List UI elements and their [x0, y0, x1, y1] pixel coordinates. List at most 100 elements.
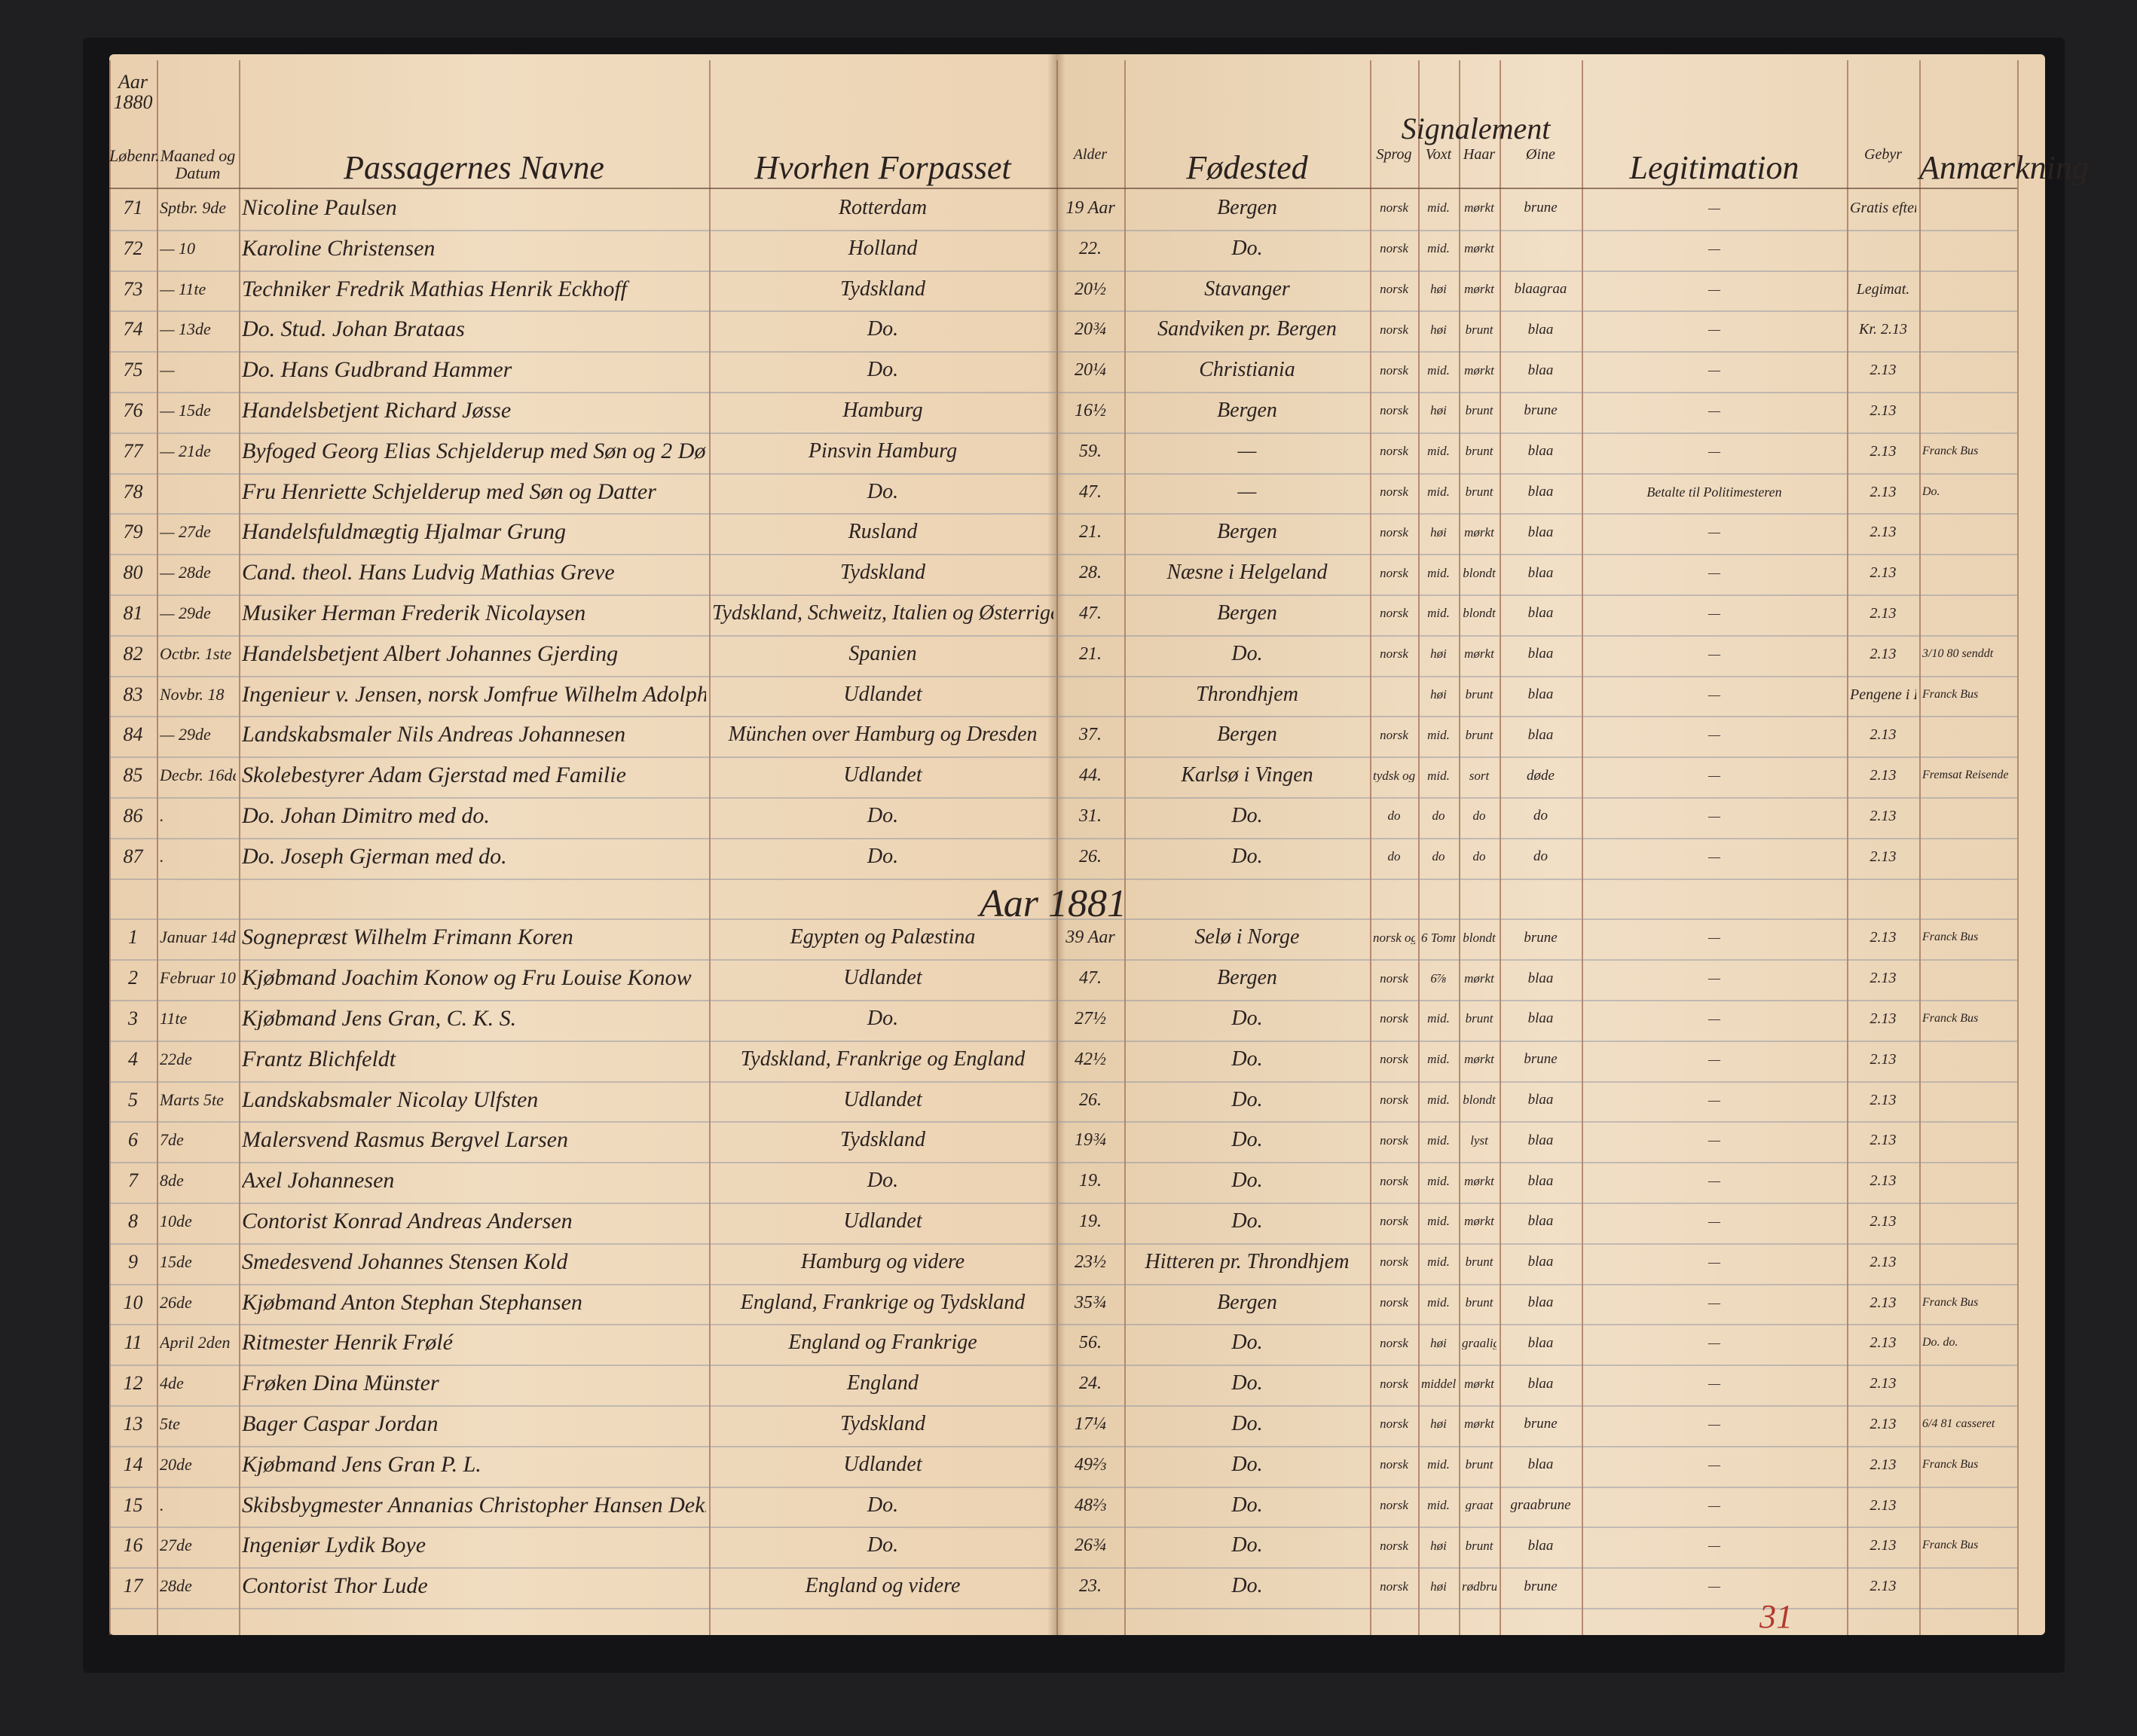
cell: — [1707, 971, 1720, 986]
cell: mørkt [1464, 363, 1494, 377]
cell: 11te [160, 1010, 188, 1027]
cell: Ingenieur v. Jensen, norsk Jomfrue Wilhe… [242, 683, 706, 706]
cell: norsk [1380, 728, 1408, 741]
cell: Do. [1231, 1048, 1263, 1070]
cell: Do. [1231, 1129, 1263, 1151]
cell: — 29de [160, 726, 211, 744]
cell: Frantz Blichfeldt [242, 1047, 396, 1071]
cell: Handelsbetjent Albert Johannes Gjerding [242, 642, 619, 665]
cell: 2.13 [1869, 808, 1897, 824]
cell: Bergen [1217, 399, 1277, 421]
cell: — 15de [160, 402, 211, 419]
cell: Skolebestyrer Adam Gjerstad med Familie [242, 764, 626, 787]
cell: 6⅞ [1430, 971, 1447, 985]
cell: høi [1430, 404, 1447, 417]
row-rule [109, 878, 2017, 880]
cell: Bager Caspar Jordan [242, 1412, 439, 1435]
cell: norsk [1380, 607, 1408, 620]
cell: 2.13 [1869, 565, 1897, 581]
row-rule [109, 513, 2017, 515]
cell: 37. [1079, 726, 1102, 744]
cell: norsk [1380, 445, 1408, 458]
cell: Udlandet [843, 1210, 922, 1232]
cell: — [1707, 728, 1720, 742]
cell: Rotterdam [838, 197, 928, 219]
cell: 2.13 [1869, 524, 1897, 540]
cell: Contorist Thor Lude [242, 1575, 428, 1598]
cell: norsk [1380, 485, 1408, 498]
row-rule [109, 1162, 2017, 1164]
cell: Udlandet [843, 683, 922, 705]
cell: norsk [1380, 1133, 1408, 1147]
cell: middels [1421, 1377, 1456, 1390]
cell: mid. [1427, 1296, 1450, 1309]
cell: høi [1430, 283, 1447, 295]
cell: 20de [160, 1456, 192, 1473]
cell: Musiker Herman Frederik Nicolaysen [242, 601, 586, 625]
year-header: Aar 1880 [113, 71, 153, 114]
cell: 13 [123, 1414, 143, 1434]
cell: mid. [1427, 1093, 1450, 1106]
cell: Tydskland, Schweitz, Italien og Østerrig… [712, 602, 1053, 624]
cell: 2.13 [1869, 1538, 1897, 1554]
cell: blaa [1527, 1295, 1554, 1310]
cell: brunt [1465, 1296, 1493, 1309]
cell: norsk [1380, 1296, 1408, 1309]
cell: Februar 10de [160, 970, 236, 987]
cell: Smedesvend Johannes Stensen Kold [242, 1250, 568, 1273]
cell: Do. [1231, 1494, 1263, 1516]
cell: Bergen [1217, 521, 1277, 543]
cell: mørkt [1464, 1215, 1494, 1228]
cell: Frøken Dina Münster [242, 1372, 439, 1395]
cell: Tydskland [839, 1413, 926, 1435]
cell: Legimat. [1856, 281, 1910, 297]
cell: norsk [1380, 1053, 1408, 1066]
cell: Do. [867, 1494, 899, 1516]
cell: 2 [128, 968, 138, 989]
cell: Ingeniør Lydik Boye [242, 1534, 426, 1557]
cell: Franck Bus [1922, 688, 1979, 701]
cell: Do. [867, 481, 899, 503]
cell: — [1707, 200, 1720, 215]
cell: mid. [1427, 1012, 1450, 1025]
cell: 21. [1079, 523, 1102, 542]
cell: Selø i Norge [1194, 927, 1300, 949]
column-header: Maaned og Datum [160, 146, 236, 183]
row-rule [109, 1000, 2017, 1001]
cell: mid. [1427, 728, 1450, 741]
column-rule [1056, 60, 1058, 1635]
cell: Stavanger [1204, 278, 1290, 300]
cell: 3/10 80 senddt [1922, 647, 1994, 660]
cell: Do. [1231, 1007, 1263, 1029]
cell: mid. [1427, 1255, 1450, 1269]
cell: — [1707, 566, 1720, 580]
cell: mørkt [1464, 242, 1494, 255]
cell: — [1707, 687, 1720, 701]
cell: høi [1430, 1539, 1447, 1552]
cell: 47. [1079, 604, 1102, 622]
header-rule [109, 188, 2017, 189]
cell: blaa [1527, 1132, 1554, 1148]
cell: Byfoged Georg Elias Schjelderup med Søn … [242, 439, 706, 463]
row-rule [109, 918, 2017, 921]
cell: mørkt [1464, 1053, 1494, 1066]
cell: 2.13 [1869, 1335, 1897, 1351]
cell: Udlandet [843, 967, 922, 989]
column-rule [1582, 60, 1583, 1635]
cell: — 13de [160, 321, 211, 338]
cell: 2.13 [1869, 1051, 1897, 1067]
cell: blondt [1463, 566, 1496, 579]
cell: 81 [123, 603, 143, 623]
cell: brunt [1465, 1255, 1493, 1269]
cell: 2.13 [1869, 1456, 1897, 1472]
cell: Do. [867, 1007, 899, 1029]
cell: 16½ [1075, 401, 1106, 420]
cell: — [1707, 849, 1720, 863]
page-number: 31 [1759, 1598, 1793, 1635]
cell: 2.13 [1869, 1254, 1897, 1270]
cell: München over Hamburg og Dresden [728, 724, 1038, 746]
cell: 5te [160, 1415, 180, 1432]
cell: tydsk og norsk [1373, 769, 1415, 782]
cell: 2.13 [1869, 1579, 1897, 1594]
row-rule [109, 959, 2017, 961]
